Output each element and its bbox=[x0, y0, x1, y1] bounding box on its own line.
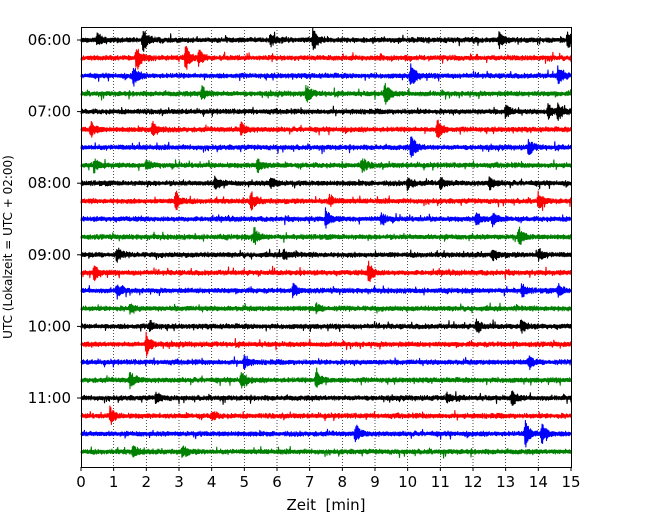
trace-0745 bbox=[80, 158, 572, 174]
x-tick-label: 6 bbox=[272, 473, 282, 491]
trace-1030 bbox=[80, 354, 572, 371]
trace-1000 bbox=[80, 318, 572, 334]
x-tick-label: 7 bbox=[305, 473, 315, 491]
y-tick-label: 11:00 bbox=[28, 389, 71, 407]
trace-0645 bbox=[80, 82, 572, 105]
y-tick-label: 07:00 bbox=[28, 103, 71, 121]
trace-0830 bbox=[80, 207, 572, 229]
x-tick-label: 14 bbox=[529, 473, 548, 491]
trace-1145 bbox=[80, 445, 572, 459]
y-axis-ticks: 06:00 07:00 08:00 09:00 10:00 11:00 bbox=[28, 31, 81, 407]
y-axis-title: UTC (Lokalzeit = UTC + 02:00) bbox=[1, 155, 15, 339]
x-tick-label: 13 bbox=[496, 473, 515, 491]
x-tick-label: 10 bbox=[398, 473, 417, 491]
y-tick-label: 08:00 bbox=[28, 174, 71, 192]
x-axis-title: Zeit [min] bbox=[286, 496, 365, 514]
trace-0715 bbox=[80, 119, 572, 139]
x-tick-label: 3 bbox=[174, 473, 184, 491]
trace-1045 bbox=[80, 367, 572, 390]
trace-0915 bbox=[80, 260, 572, 283]
x-tick-label: 1 bbox=[109, 473, 119, 491]
trace-1015 bbox=[80, 331, 572, 357]
trace-1115 bbox=[80, 405, 572, 426]
x-tick-label: 15 bbox=[561, 473, 580, 491]
trace-0815 bbox=[80, 190, 572, 212]
vertical-grid bbox=[113, 27, 539, 467]
x-tick-label: 11 bbox=[431, 473, 450, 491]
trace-0730 bbox=[80, 136, 572, 158]
x-tick-label: 8 bbox=[338, 473, 348, 491]
trace-0900 bbox=[80, 247, 572, 263]
plot-frame bbox=[81, 27, 572, 468]
trace-lines bbox=[80, 27, 572, 459]
trace-0845 bbox=[80, 226, 572, 246]
trace-0930 bbox=[80, 282, 572, 300]
x-tick-label: 4 bbox=[207, 473, 217, 491]
trace-0700 bbox=[80, 102, 572, 121]
trace-1130 bbox=[80, 420, 572, 448]
trace-0630 bbox=[80, 63, 572, 87]
y-tick-label: 09:00 bbox=[28, 246, 71, 264]
trace-0945 bbox=[80, 302, 572, 315]
x-tick-label: 9 bbox=[370, 473, 380, 491]
trace-1100 bbox=[80, 390, 572, 406]
trace-0600 bbox=[80, 27, 572, 52]
x-tick-label: 0 bbox=[76, 473, 86, 491]
trace-0800 bbox=[80, 175, 572, 192]
x-axis-ticks: 0 1 2 3 4 5 6 7 8 9 10 11 12 13 14 15 bbox=[76, 467, 581, 491]
x-tick-label: 2 bbox=[142, 473, 152, 491]
x-tick-label: 12 bbox=[463, 473, 482, 491]
y-tick-label: 06:00 bbox=[28, 31, 71, 49]
trace-0615 bbox=[80, 45, 572, 70]
x-tick-label: 5 bbox=[240, 473, 250, 491]
y-tick-label: 10:00 bbox=[28, 317, 71, 335]
